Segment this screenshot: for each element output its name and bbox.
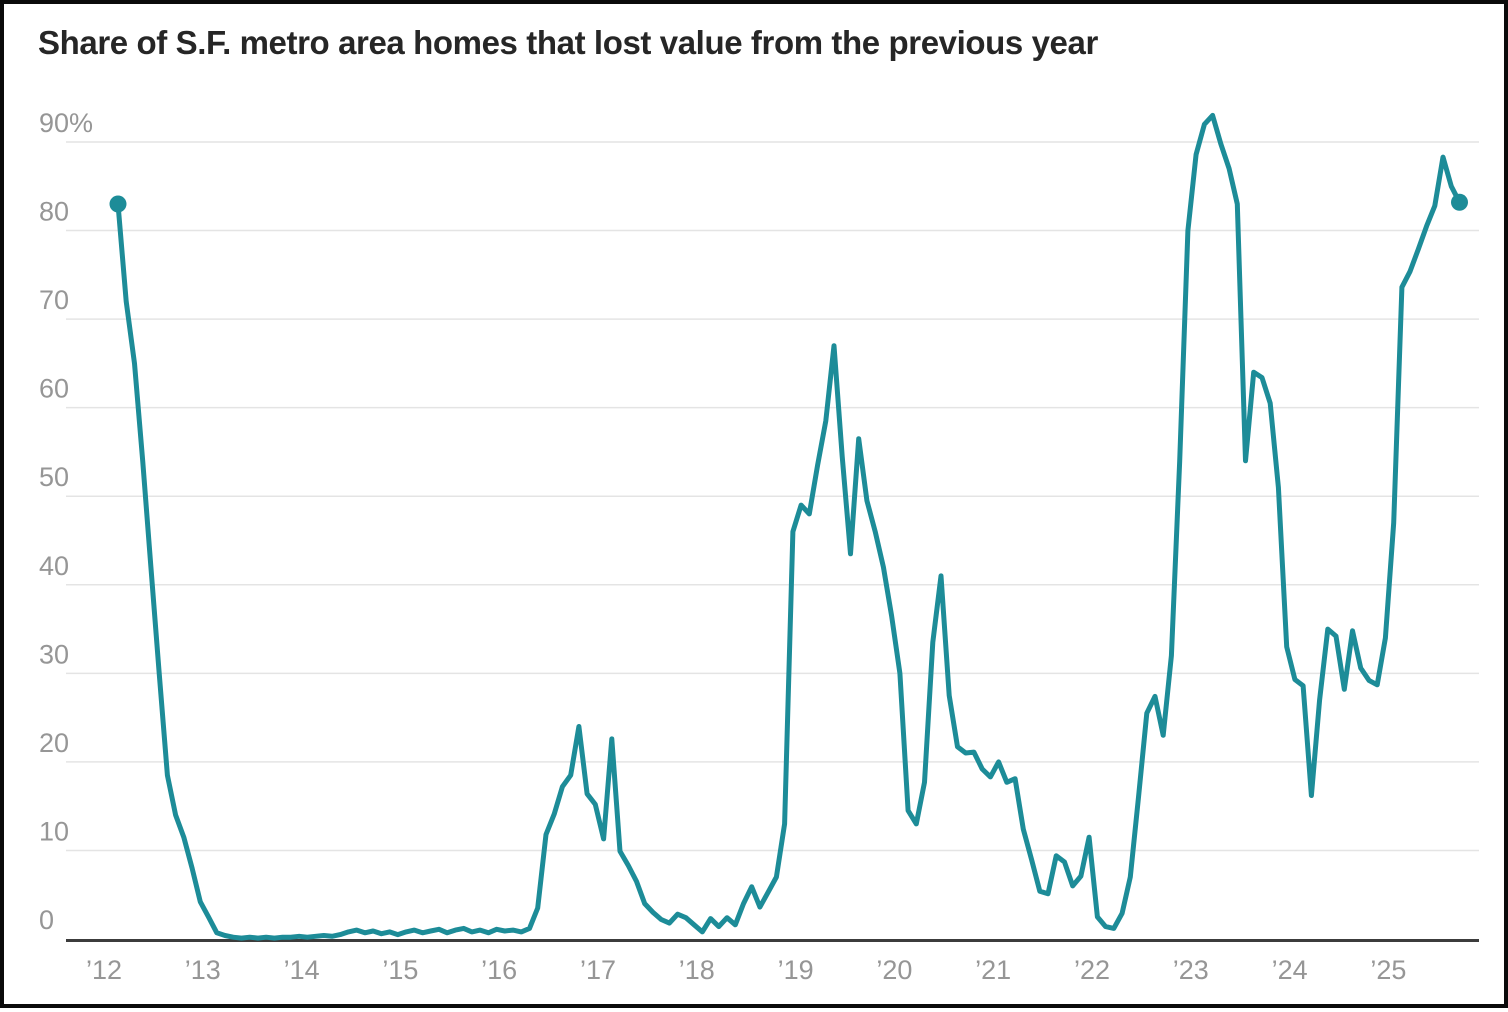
x-tick-label: ’24 <box>1272 955 1308 985</box>
x-tick-label: ’17 <box>580 955 616 985</box>
y-tick-label: 80 <box>39 197 69 227</box>
x-tick-label: ’15 <box>382 955 418 985</box>
y-tick-label: 10 <box>39 816 69 846</box>
y-tick-label: 90% <box>39 108 93 138</box>
chart-title: Share of S.F. metro area homes that lost… <box>38 24 1098 61</box>
x-tick-label: ’14 <box>284 955 320 985</box>
y-gridlines <box>66 141 1479 942</box>
y-tick-label: 60 <box>39 374 69 404</box>
y-tick-label: 70 <box>39 285 69 315</box>
x-tick-label: ’20 <box>876 955 912 985</box>
y-tick-label: 0 <box>39 905 54 935</box>
y-tick-label: 30 <box>39 639 69 669</box>
x-tick-labels: ’12 ’13 ’14 ’15 ’16 ’17 ’18 ’19 ’20 ’21 ’22 ’23 ’24 ’… <box>86 955 1406 985</box>
data-line[interactable] <box>115 112 1462 941</box>
x-tick-label: ’13 <box>185 955 221 985</box>
line-chart[interactable]: 0102030405060708090%’12’13’14’15’16’17’1… <box>4 4 1508 1012</box>
x-tick-label: ’23 <box>1173 955 1209 985</box>
x-tick-label: ’18 <box>679 955 715 985</box>
y-tick-label: 40 <box>39 551 69 581</box>
x-tick-label: ’12 <box>86 955 122 985</box>
x-tick-label: ’25 <box>1370 955 1406 985</box>
x-tick-label: ’21 <box>975 955 1011 985</box>
y-tick-label: 20 <box>39 728 69 758</box>
end-point-dot[interactable] <box>1451 193 1468 211</box>
y-tick-label: 50 <box>39 462 69 492</box>
x-tick-label: ’22 <box>1074 955 1110 985</box>
x-tick-label: ’16 <box>481 955 517 985</box>
x-tick-label: ’19 <box>778 955 814 985</box>
start-point-dot[interactable] <box>109 195 127 213</box>
y-tick-labels: 0 10 20 30 40 50 60 70 80 90% <box>39 108 93 935</box>
